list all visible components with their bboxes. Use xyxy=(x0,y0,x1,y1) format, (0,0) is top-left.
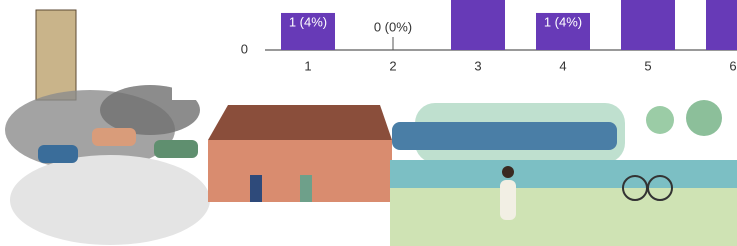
walker xyxy=(500,180,516,220)
bar xyxy=(706,0,737,50)
screenshot: 0 1 1 (4%) 2 0 (0%) 3 4 1 (4%) 5 6 xyxy=(0,0,737,246)
value-label: 1 (4%) xyxy=(544,14,582,29)
bar xyxy=(621,0,675,50)
car xyxy=(92,128,136,146)
door xyxy=(250,175,262,202)
x-tick-label: 2 xyxy=(389,58,396,73)
x-tick-label: 3 xyxy=(474,58,481,73)
value-label: 1 (4%) xyxy=(289,14,327,29)
y-tick-label: 0 xyxy=(241,41,248,56)
roof xyxy=(208,105,392,140)
value-label: 0 (0%) xyxy=(374,19,412,34)
door xyxy=(300,175,312,202)
hill xyxy=(10,155,210,245)
train xyxy=(392,122,617,150)
river xyxy=(390,160,737,188)
tower xyxy=(36,10,76,100)
car xyxy=(38,145,78,163)
x-tick-label: 6 xyxy=(729,58,736,73)
x-tick-label: 5 xyxy=(644,58,651,73)
tree xyxy=(646,106,674,134)
x-tick-label: 4 xyxy=(559,58,566,73)
meadow xyxy=(390,188,737,246)
tree xyxy=(686,100,722,136)
page: 011 (4%)20 (0%)341 (4%)56 (() => { const… xyxy=(0,0,737,246)
bar xyxy=(451,0,505,50)
x-tick-label: 1 xyxy=(304,58,311,73)
walker-head xyxy=(502,166,514,178)
car xyxy=(154,140,198,158)
